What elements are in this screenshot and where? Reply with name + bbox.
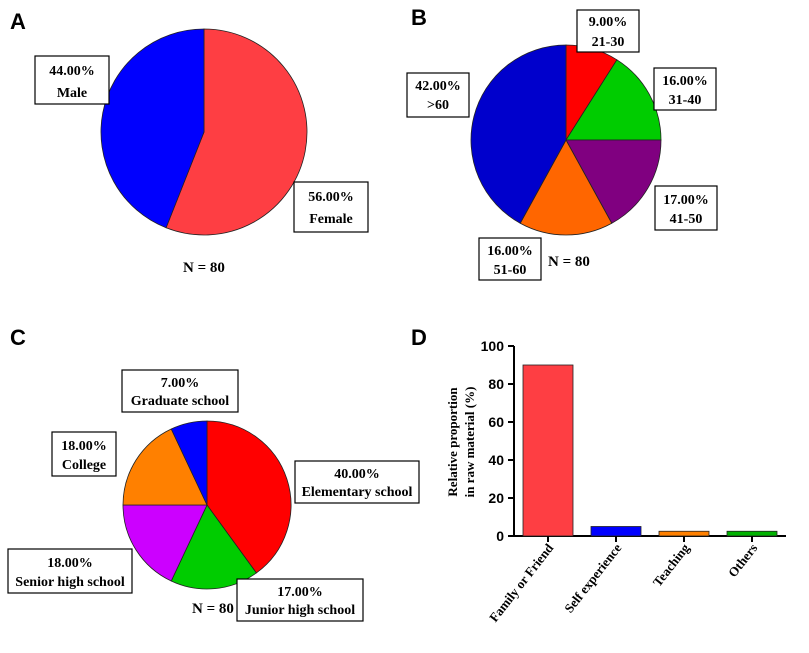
label-box-age-51-60: 16.00% 51-60 — [478, 237, 542, 281]
bar-family-or-friend — [522, 364, 574, 537]
pie-slice-college — [122, 428, 208, 506]
x-tick-label-self-experience: Self experience — [561, 540, 624, 615]
pie-slice-graduate-school — [170, 420, 208, 506]
slice-pct-41-50: 17.00% — [663, 193, 709, 208]
slice-pct-college: 18.00% — [61, 439, 107, 454]
slice-name-male: Male — [57, 86, 87, 101]
panel-label-a: A — [10, 9, 26, 34]
y-tick-label: 40 — [488, 452, 504, 468]
bar-teaching — [658, 530, 710, 537]
slice-name-graduate-school: Graduate school — [131, 394, 230, 409]
label-box-age-41-50: 17.00% 41-50 — [654, 185, 718, 231]
slice-name-41-50: 41-50 — [670, 212, 703, 227]
pie-slice-male — [100, 28, 205, 229]
pie-slice-31-40 — [565, 59, 662, 141]
y-ticks: 0 20 40 60 80 100 — [481, 338, 514, 544]
n-label-a: N = 80 — [183, 260, 225, 276]
label-box-graduate-school: 7.00% Graduate school — [121, 369, 239, 413]
label-box-elementary-school: 40.00% Elementary school — [294, 460, 420, 504]
pie-slice-elementary-school — [206, 420, 292, 574]
y-tick-label: 80 — [488, 376, 504, 392]
pie-chart-age — [470, 44, 662, 236]
pie-slice-female — [165, 28, 308, 236]
slice-name-elementary-school: Elementary school — [302, 485, 413, 500]
label-box-college: 18.00% College — [51, 431, 117, 477]
label-box-female: 56.00% Female — [293, 181, 369, 233]
n-label-c: N = 80 — [192, 601, 234, 617]
slice-pct-31-40: 16.00% — [662, 74, 708, 89]
pie-chart-education — [122, 420, 292, 590]
pie-slice-junior-high-school — [170, 504, 257, 590]
label-box-senior-high-school: 18.00% Senior high school — [7, 548, 133, 594]
y-tick-label: 20 — [488, 490, 504, 506]
y-axis-label-line-1: Relative proportion — [445, 387, 460, 497]
x-tick-label-others: Others — [725, 541, 760, 580]
slice-name-21-30: 21-30 — [592, 35, 625, 50]
panel-label-b: B — [411, 5, 427, 30]
slice-name-over-60: >60 — [427, 98, 449, 113]
bar-chart-raw-material: Relative proportion in raw material (%) … — [445, 338, 786, 625]
x-tick-labels: Family or Friend Self experience Teaching O… — [486, 536, 760, 625]
bar-others — [726, 530, 778, 537]
slice-pct-junior-high-school: 17.00% — [277, 585, 323, 600]
n-label-b: N = 80 — [548, 254, 590, 270]
slice-pct-21-30: 9.00% — [589, 15, 628, 30]
label-box-age-over-60: 42.00% >60 — [406, 72, 470, 118]
panel-label-c: C — [10, 325, 26, 350]
slice-pct-female: 56.00% — [308, 190, 354, 205]
label-box-age-21-30: 9.00% 21-30 — [576, 9, 640, 53]
slice-name-31-40: 31-40 — [669, 93, 702, 108]
slice-pct-senior-high-school: 18.00% — [47, 556, 93, 571]
label-box-male: 44.00% Male — [34, 55, 110, 105]
pie-slice-51-60 — [519, 139, 613, 236]
slice-pct-male: 44.00% — [49, 64, 95, 79]
label-box-junior-high-school: 17.00% Junior high school — [236, 578, 364, 622]
slice-pct-51-60: 16.00% — [487, 244, 533, 259]
slice-name-junior-high-school: Junior high school — [245, 603, 355, 618]
slice-name-51-60: 51-60 — [494, 263, 527, 278]
slice-name-female: Female — [309, 212, 353, 227]
y-axis-label-line-2: in raw material (%) — [462, 387, 477, 498]
pie-chart-gender — [100, 28, 308, 236]
label-box-age-31-40: 16.00% 31-40 — [653, 67, 717, 111]
y-tick-label: 0 — [496, 528, 504, 544]
y-tick-label: 60 — [488, 414, 504, 430]
pie-slice-41-50 — [565, 139, 662, 224]
panel-label-d: D — [411, 325, 427, 350]
slice-name-senior-high-school: Senior high school — [15, 575, 125, 590]
x-tick-label-teaching: Teaching — [650, 540, 693, 589]
slice-pct-over-60: 42.00% — [415, 79, 461, 94]
x-tick-label-family-or-friend: Family or Friend — [486, 540, 557, 625]
bar-self-experience — [590, 526, 642, 537]
pie-slice-over-60 — [470, 44, 567, 224]
bars — [522, 364, 778, 537]
slice-name-college: College — [62, 458, 106, 473]
slice-pct-graduate-school: 7.00% — [161, 376, 200, 391]
y-tick-label: 100 — [481, 338, 505, 354]
slice-pct-elementary-school: 40.00% — [334, 467, 380, 482]
y-axis-label: Relative proportion in raw material (%) — [445, 387, 477, 498]
pie-slice-senior-high-school — [122, 504, 208, 582]
